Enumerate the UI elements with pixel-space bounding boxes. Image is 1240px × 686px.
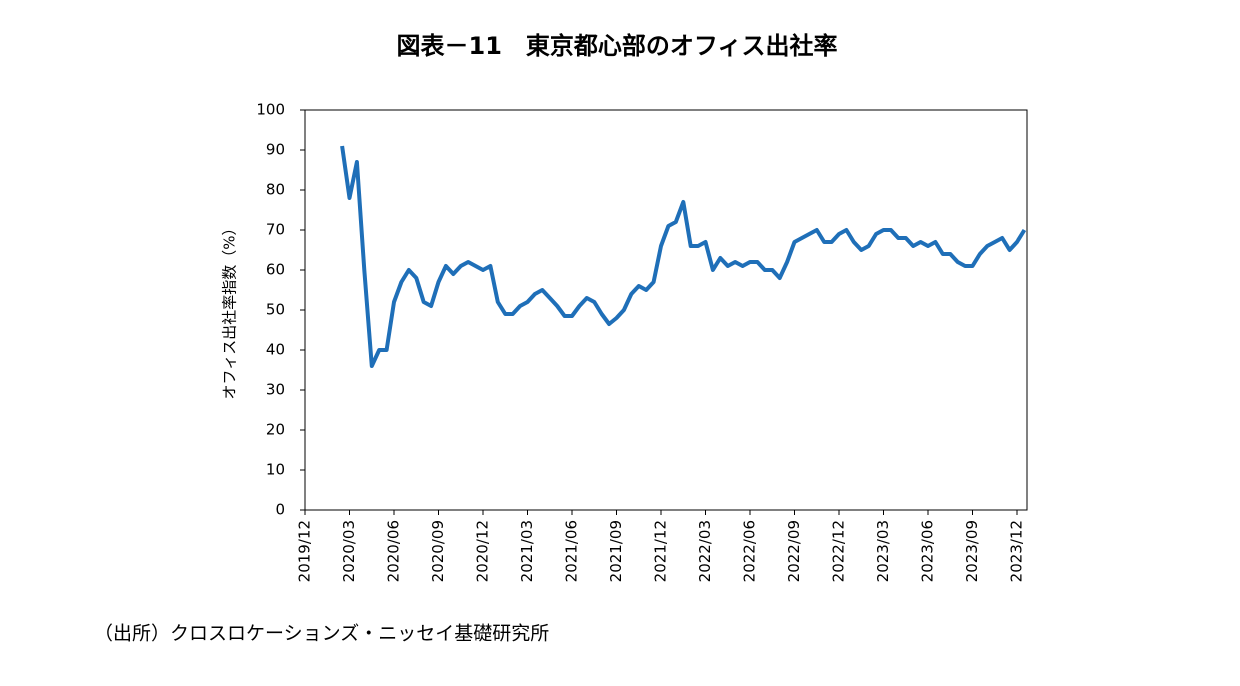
x-tick-label: 2022/03 (696, 520, 714, 582)
x-tick-label: 2020/03 (340, 520, 358, 582)
y-tick-label: 60 (266, 261, 285, 279)
y-tick-label: 70 (266, 221, 285, 239)
x-tick-label: 2021/12 (652, 520, 670, 582)
x-tick-label: 2021/03 (518, 520, 536, 582)
y-tick-label: 100 (256, 101, 285, 119)
y-tick-label: 0 (275, 501, 285, 519)
y-axis-label: オフィス出社率指数（%） (221, 221, 239, 400)
y-tick-label: 40 (266, 341, 285, 359)
y-tick-label: 80 (266, 181, 285, 199)
x-tick-label: 2023/06 (919, 520, 937, 582)
x-tick-label: 2023/12 (1008, 520, 1026, 582)
y-tick-label: 20 (266, 421, 285, 439)
x-tick-label: 2021/09 (607, 520, 625, 582)
y-tick-label: 30 (266, 381, 285, 399)
x-tick-label: 2019/12 (296, 520, 314, 582)
x-tick-label: 2023/03 (874, 520, 892, 582)
x-tick-label: 2020/06 (385, 520, 403, 582)
y-tick-label: 10 (266, 461, 285, 479)
x-tick-label: 2022/06 (741, 520, 759, 582)
x-tick-label: 2023/09 (963, 520, 981, 582)
source-note: （出所）クロスロケーションズ・ニッセイ基礎研究所 (94, 623, 549, 645)
x-tick-label: 2020/09 (429, 520, 447, 582)
x-tick-label: 2022/09 (785, 520, 803, 582)
plot-frame (304, 109, 1028, 511)
data-line (340, 145, 1027, 368)
x-tick-label: 2022/12 (830, 520, 848, 582)
x-tick-label: 2021/06 (563, 520, 581, 582)
x-tick-label: 2020/12 (474, 520, 492, 582)
y-tick-label: 50 (266, 301, 285, 319)
chart-title: 図表－11 東京都心部のオフィス出社率 (397, 32, 838, 60)
y-tick-label: 90 (266, 141, 285, 159)
